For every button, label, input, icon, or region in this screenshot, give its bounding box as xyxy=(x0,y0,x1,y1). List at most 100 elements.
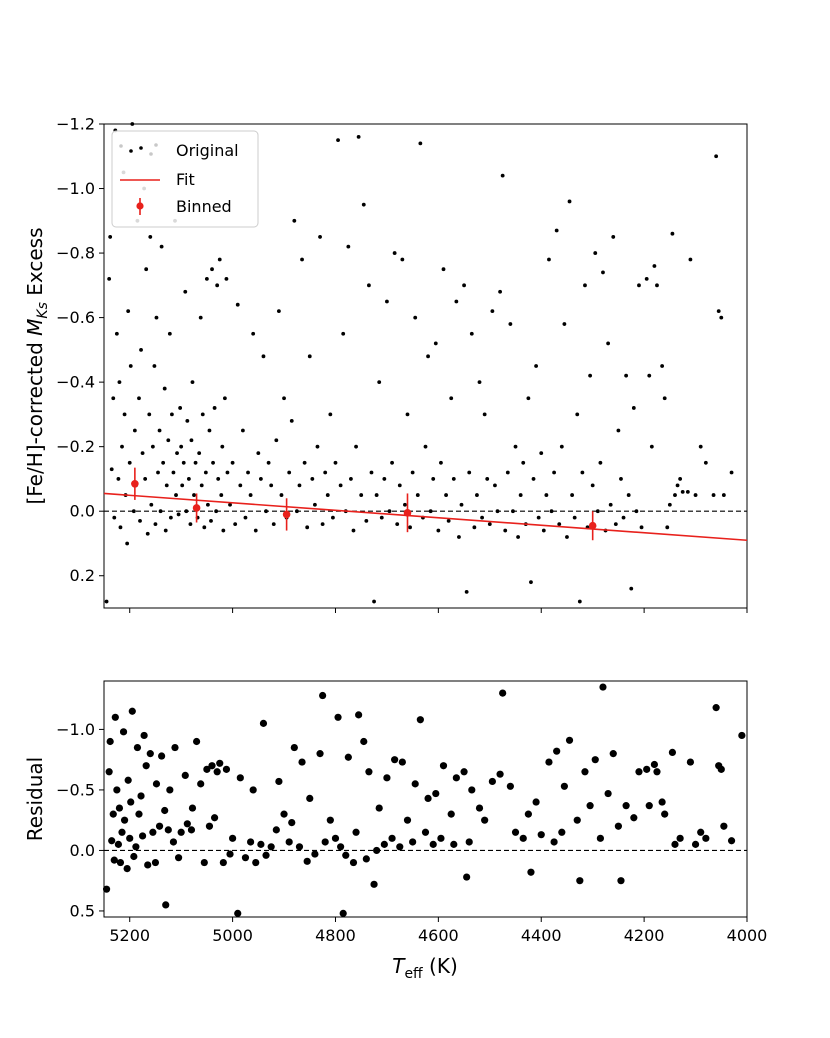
bot-point-48 xyxy=(200,858,208,867)
top-point-195 xyxy=(487,522,492,527)
bot-point-76 xyxy=(298,758,306,766)
bot-point-28 xyxy=(146,750,154,758)
top-point-235 xyxy=(590,483,595,488)
top-point-120 xyxy=(295,509,299,514)
top-point-112 xyxy=(274,438,279,443)
top-point-159 xyxy=(395,522,400,527)
bot-point-156 xyxy=(650,760,659,769)
top-point-219 xyxy=(549,509,554,514)
bot-point-104 xyxy=(398,758,406,766)
top-point-49 xyxy=(168,515,173,520)
legend-binned-marker xyxy=(136,198,144,215)
top-point-78 xyxy=(206,502,210,507)
top-point-113 xyxy=(276,309,281,314)
top-point-273 xyxy=(703,460,708,465)
top-point-91 xyxy=(222,396,227,401)
top-point-226 xyxy=(567,199,572,204)
bot-x-tick-label-2: 4800 xyxy=(315,926,356,945)
bot-point-1 xyxy=(105,768,113,776)
bot-point-31 xyxy=(152,780,161,788)
top-point-171 xyxy=(426,354,430,359)
bot-point-106 xyxy=(409,838,417,846)
bot-point-163 xyxy=(686,758,695,766)
top-point-160 xyxy=(397,483,402,488)
top-point-189 xyxy=(472,525,477,530)
bot-point-77 xyxy=(303,857,311,865)
top-point-96 xyxy=(233,522,238,527)
top-point-66 xyxy=(190,380,195,385)
bot-point-135 xyxy=(550,838,558,846)
bot-point-139 xyxy=(565,736,574,744)
bot-point-160 xyxy=(668,748,677,757)
top-point-242 xyxy=(608,502,613,507)
binned-point-2 xyxy=(282,510,291,519)
bot-point-147 xyxy=(604,789,612,798)
bot-point-115 xyxy=(447,810,455,818)
top-point-232 xyxy=(583,283,587,288)
top-point-85 xyxy=(215,283,220,288)
top-point-2 xyxy=(108,235,113,239)
top-y-tick-label-1: −1.0 xyxy=(56,179,95,198)
bot-point-140 xyxy=(573,816,581,824)
top-point-132 xyxy=(325,493,330,497)
top-point-176 xyxy=(439,460,443,465)
top-point-170 xyxy=(423,444,428,449)
bot-point-109 xyxy=(421,828,430,836)
bot-point-110 xyxy=(424,794,432,802)
top-y-tick-label-5: −0.2 xyxy=(56,437,95,456)
top-point-83 xyxy=(212,406,217,410)
bot-x-tick-label-3: 4600 xyxy=(418,926,459,945)
bot-point-172 xyxy=(738,731,746,740)
top-point-21 xyxy=(132,428,137,433)
bot-point-123 xyxy=(481,816,489,824)
bot-point-118 xyxy=(460,768,468,776)
bot-point-91 xyxy=(352,828,360,836)
top-point-224 xyxy=(562,322,567,326)
top-point-68 xyxy=(193,460,198,465)
top-point-62 xyxy=(185,418,190,423)
top-point-53 xyxy=(174,493,178,497)
residual-points xyxy=(102,683,746,917)
top-point-118 xyxy=(289,418,294,423)
top-point-164 xyxy=(408,525,412,530)
top-point-60 xyxy=(183,289,188,294)
top-point-25 xyxy=(138,518,142,523)
top-point-37 xyxy=(153,522,158,527)
top-plot-frame xyxy=(103,123,748,609)
top-point-158 xyxy=(392,251,397,255)
top-point-260 xyxy=(660,364,665,368)
top-point-51 xyxy=(171,470,176,475)
top-point-1 xyxy=(107,276,112,281)
top-point-166 xyxy=(413,315,418,320)
top-y-tick-label-0: −1.2 xyxy=(56,115,95,134)
bottom-y-ticks: −1.0 −0.5 0.0 0.5 xyxy=(56,720,104,920)
bot-point-79 xyxy=(311,850,319,858)
top-point-104 xyxy=(253,528,258,533)
bot-point-21 xyxy=(133,743,142,752)
top-point-129 xyxy=(318,235,322,239)
bot-point-0 xyxy=(102,885,111,893)
top-y-tick-label-3: −0.6 xyxy=(56,308,95,327)
bot-point-117 xyxy=(452,774,460,782)
top-point-181 xyxy=(451,477,456,481)
top-point-125 xyxy=(307,354,312,359)
top-point-194 xyxy=(485,477,490,481)
top-point-236 xyxy=(593,251,598,255)
top-point-80 xyxy=(209,518,213,523)
bot-point-98 xyxy=(375,804,383,812)
top-point-131 xyxy=(323,470,328,475)
bot-point-144 xyxy=(591,756,599,764)
top-point-57 xyxy=(179,444,184,449)
top-point-193 xyxy=(482,412,487,417)
top-point-17 xyxy=(127,460,132,465)
top-point-147 xyxy=(364,518,369,523)
bot-x-tick-label-5: 4200 xyxy=(624,926,665,945)
bot-point-85 xyxy=(334,713,342,721)
top-point-211 xyxy=(529,580,533,585)
bot-point-107 xyxy=(411,780,419,788)
top-point-54 xyxy=(175,451,179,456)
bot-point-30 xyxy=(151,858,160,867)
binned-points xyxy=(131,467,597,541)
bot-point-167 xyxy=(712,704,720,712)
